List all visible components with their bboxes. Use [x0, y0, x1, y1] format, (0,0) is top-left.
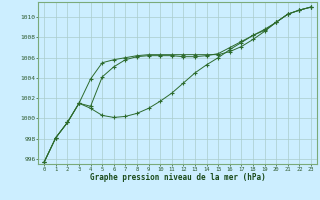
- X-axis label: Graphe pression niveau de la mer (hPa): Graphe pression niveau de la mer (hPa): [90, 173, 266, 182]
